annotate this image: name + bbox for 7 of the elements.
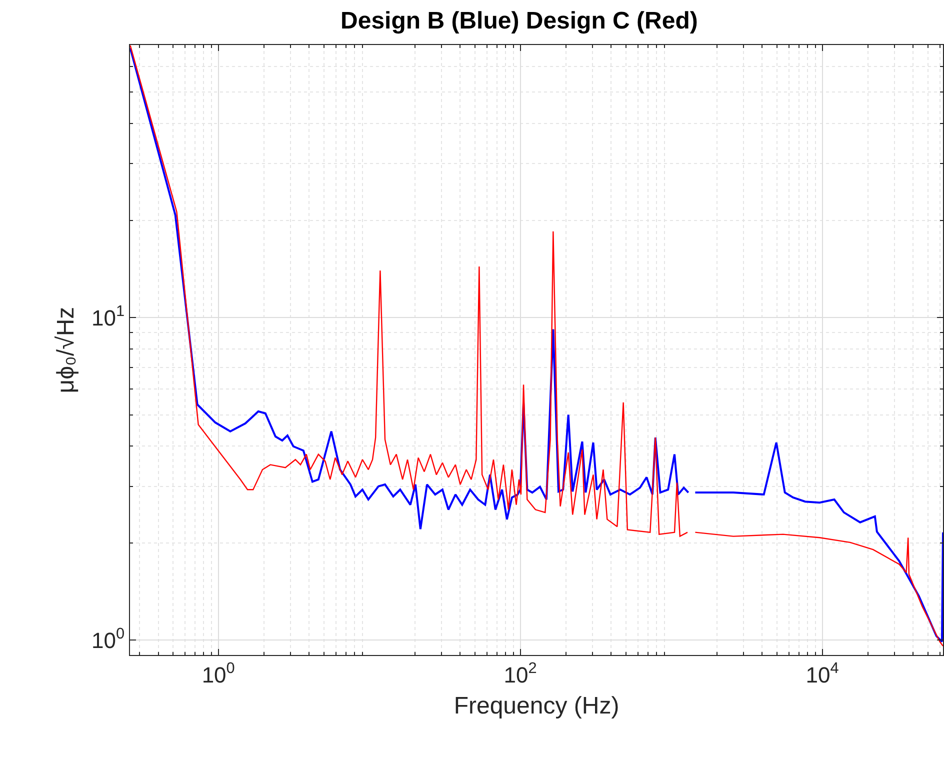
chart-title: Design B (Blue) Design C (Red) [340,8,698,35]
y-axis-title: μϕ₀/√Hz [52,306,80,394]
x-tick-label: 10$^{2}$ [504,660,537,688]
x-axis-title: Frequency (Hz) [454,692,620,720]
x-tick-label: 10$^{0}$ [202,660,235,688]
x-tick-label: 10$^{4}$ [806,660,840,688]
y-tick-label: 10$^{1}$ [92,303,125,330]
